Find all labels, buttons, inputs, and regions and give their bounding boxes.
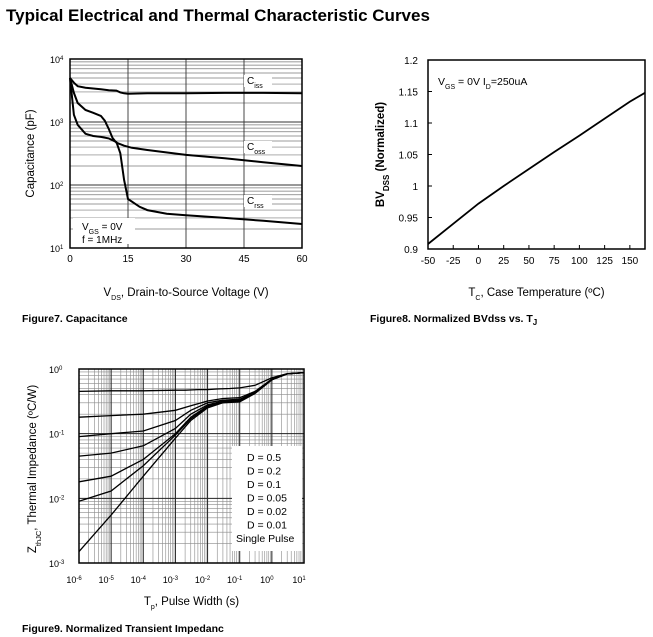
x-tick-label: 60 <box>296 254 308 265</box>
x-tick-label: -25 <box>446 256 461 267</box>
y-tick-label: 1.1 <box>404 119 418 130</box>
y-tick-label: 101 <box>50 244 64 254</box>
x-tick-label: 100 <box>260 575 274 585</box>
series-label-bg <box>244 195 272 207</box>
figure-8-caption: Figure8. Normalized BVdss vs. TJ <box>370 313 537 327</box>
x-axis-label: Tp, Pulse Width (s) <box>144 596 239 611</box>
x-tick-label: 0 <box>476 256 482 267</box>
x-tick-label: -50 <box>421 256 436 267</box>
y-tick-label: 1 <box>412 182 418 193</box>
test-condition-annotation: VGS = 0V ID=250uA <box>438 76 527 91</box>
x-tick-label: 10-6 <box>66 575 82 585</box>
x-tick-label: 100 <box>571 256 588 267</box>
annotation-bg <box>73 218 135 244</box>
y-axis-label: ZthJC, Thermal Impedance (ºC/W) <box>27 385 43 553</box>
figure-7-caption: Figure7. Capacitance <box>22 313 128 325</box>
x-tick-label: 150 <box>622 256 639 267</box>
y-tick-label: 10-3 <box>49 559 65 569</box>
legend-entry: D = 0.1 <box>247 479 281 491</box>
x-tick-label: 50 <box>523 256 535 267</box>
page-title: Typical Electrical and Thermal Character… <box>6 6 430 25</box>
series-line-ciss <box>69 77 303 95</box>
x-tick-label: 25 <box>498 256 510 267</box>
legend-entry: Single Pulse <box>236 533 295 545</box>
plot-frame <box>69 58 303 249</box>
x-tick-label: 10-3 <box>163 575 179 585</box>
x-tick-label: 10-2 <box>195 575 211 585</box>
y-axis-label: BVDSS (Normalized) <box>375 102 391 207</box>
y-tick-label: 1.15 <box>399 88 419 99</box>
x-tick-label: 10-1 <box>227 575 243 585</box>
series-label-ciss: Ciss <box>247 76 263 90</box>
series-line-crss <box>69 77 303 225</box>
x-axis-label: TC, Case Temperature (ºC) <box>468 287 604 302</box>
series-line-coss <box>69 77 303 167</box>
figure-8-bvdss-chart: -50 -25 0 25 50 75 100 125 150 0.9 0.95 1 1.05 1.1 1.1… <box>375 56 646 302</box>
legend-entry: D = 0.2 <box>247 466 281 478</box>
annotation-frequency: f = 1MHz <box>82 235 122 246</box>
x-tick-label: 30 <box>180 254 192 265</box>
y-tick-label: 102 <box>50 181 64 191</box>
y-tick-label: 0.9 <box>404 245 418 256</box>
series-label-coss: Coss <box>247 142 266 156</box>
plot-frame <box>78 368 305 564</box>
y-tick-label: 0.95 <box>399 214 419 225</box>
series-label-bg <box>244 141 272 153</box>
annotation-vgs: VGS = 0V <box>82 222 123 236</box>
series-label-bg <box>244 75 272 87</box>
y-tick-label: 10-1 <box>49 430 65 440</box>
figure-9-caption: Figure9. Normalized Transient Impedanc <box>22 623 224 635</box>
figure-8-caption-text: Figure8. Normalized BVdss vs. T <box>370 313 533 325</box>
x-tick-label: 0 <box>67 254 73 265</box>
series-label-crss: Crss <box>247 196 264 210</box>
figure-7-capacitance-chart: 0 15 30 45 60 101 102 103 104 VDS, Drain-to-Sourc… <box>25 55 308 302</box>
y-tick-label: 103 <box>50 118 64 128</box>
y-tick-label: 100 <box>49 365 63 375</box>
x-tick-label: 15 <box>122 254 134 265</box>
x-tick-label: 125 <box>596 256 613 267</box>
y-tick-label: 104 <box>50 55 64 65</box>
legend-entry: D = 0.5 <box>247 452 281 464</box>
legend-box <box>232 446 302 551</box>
y-tick-label: 1.05 <box>399 151 419 162</box>
x-tick-label: 101 <box>292 575 306 585</box>
bvdss-curve <box>427 92 646 245</box>
x-tick-label: 75 <box>549 256 561 267</box>
legend-entry: D = 0.05 <box>247 493 287 505</box>
series-line <box>78 371 305 553</box>
x-tick-label: 10-4 <box>131 575 147 585</box>
x-axis-label: VDS, Drain-to-Source Voltage (V) <box>103 287 268 302</box>
x-tick-label: 10-5 <box>98 575 114 585</box>
plot-frame <box>427 59 646 250</box>
y-tick-label: 1.2 <box>404 56 418 67</box>
figure-8-caption-sub: J <box>532 318 538 328</box>
y-axis-label: Capacitance (pF) <box>25 109 37 197</box>
y-tick-label: 10-2 <box>49 494 65 504</box>
x-tick-label: 45 <box>238 254 250 265</box>
legend-entry: D = 0.01 <box>247 520 287 532</box>
series-line <box>78 371 305 393</box>
legend-entry: D = 0.02 <box>247 506 287 518</box>
figure-9-thermal-impedance-chart: 10-6 10-5 10-4 10-3 10-2 10-1 100 101 10-3 10-2 10… <box>27 365 306 611</box>
